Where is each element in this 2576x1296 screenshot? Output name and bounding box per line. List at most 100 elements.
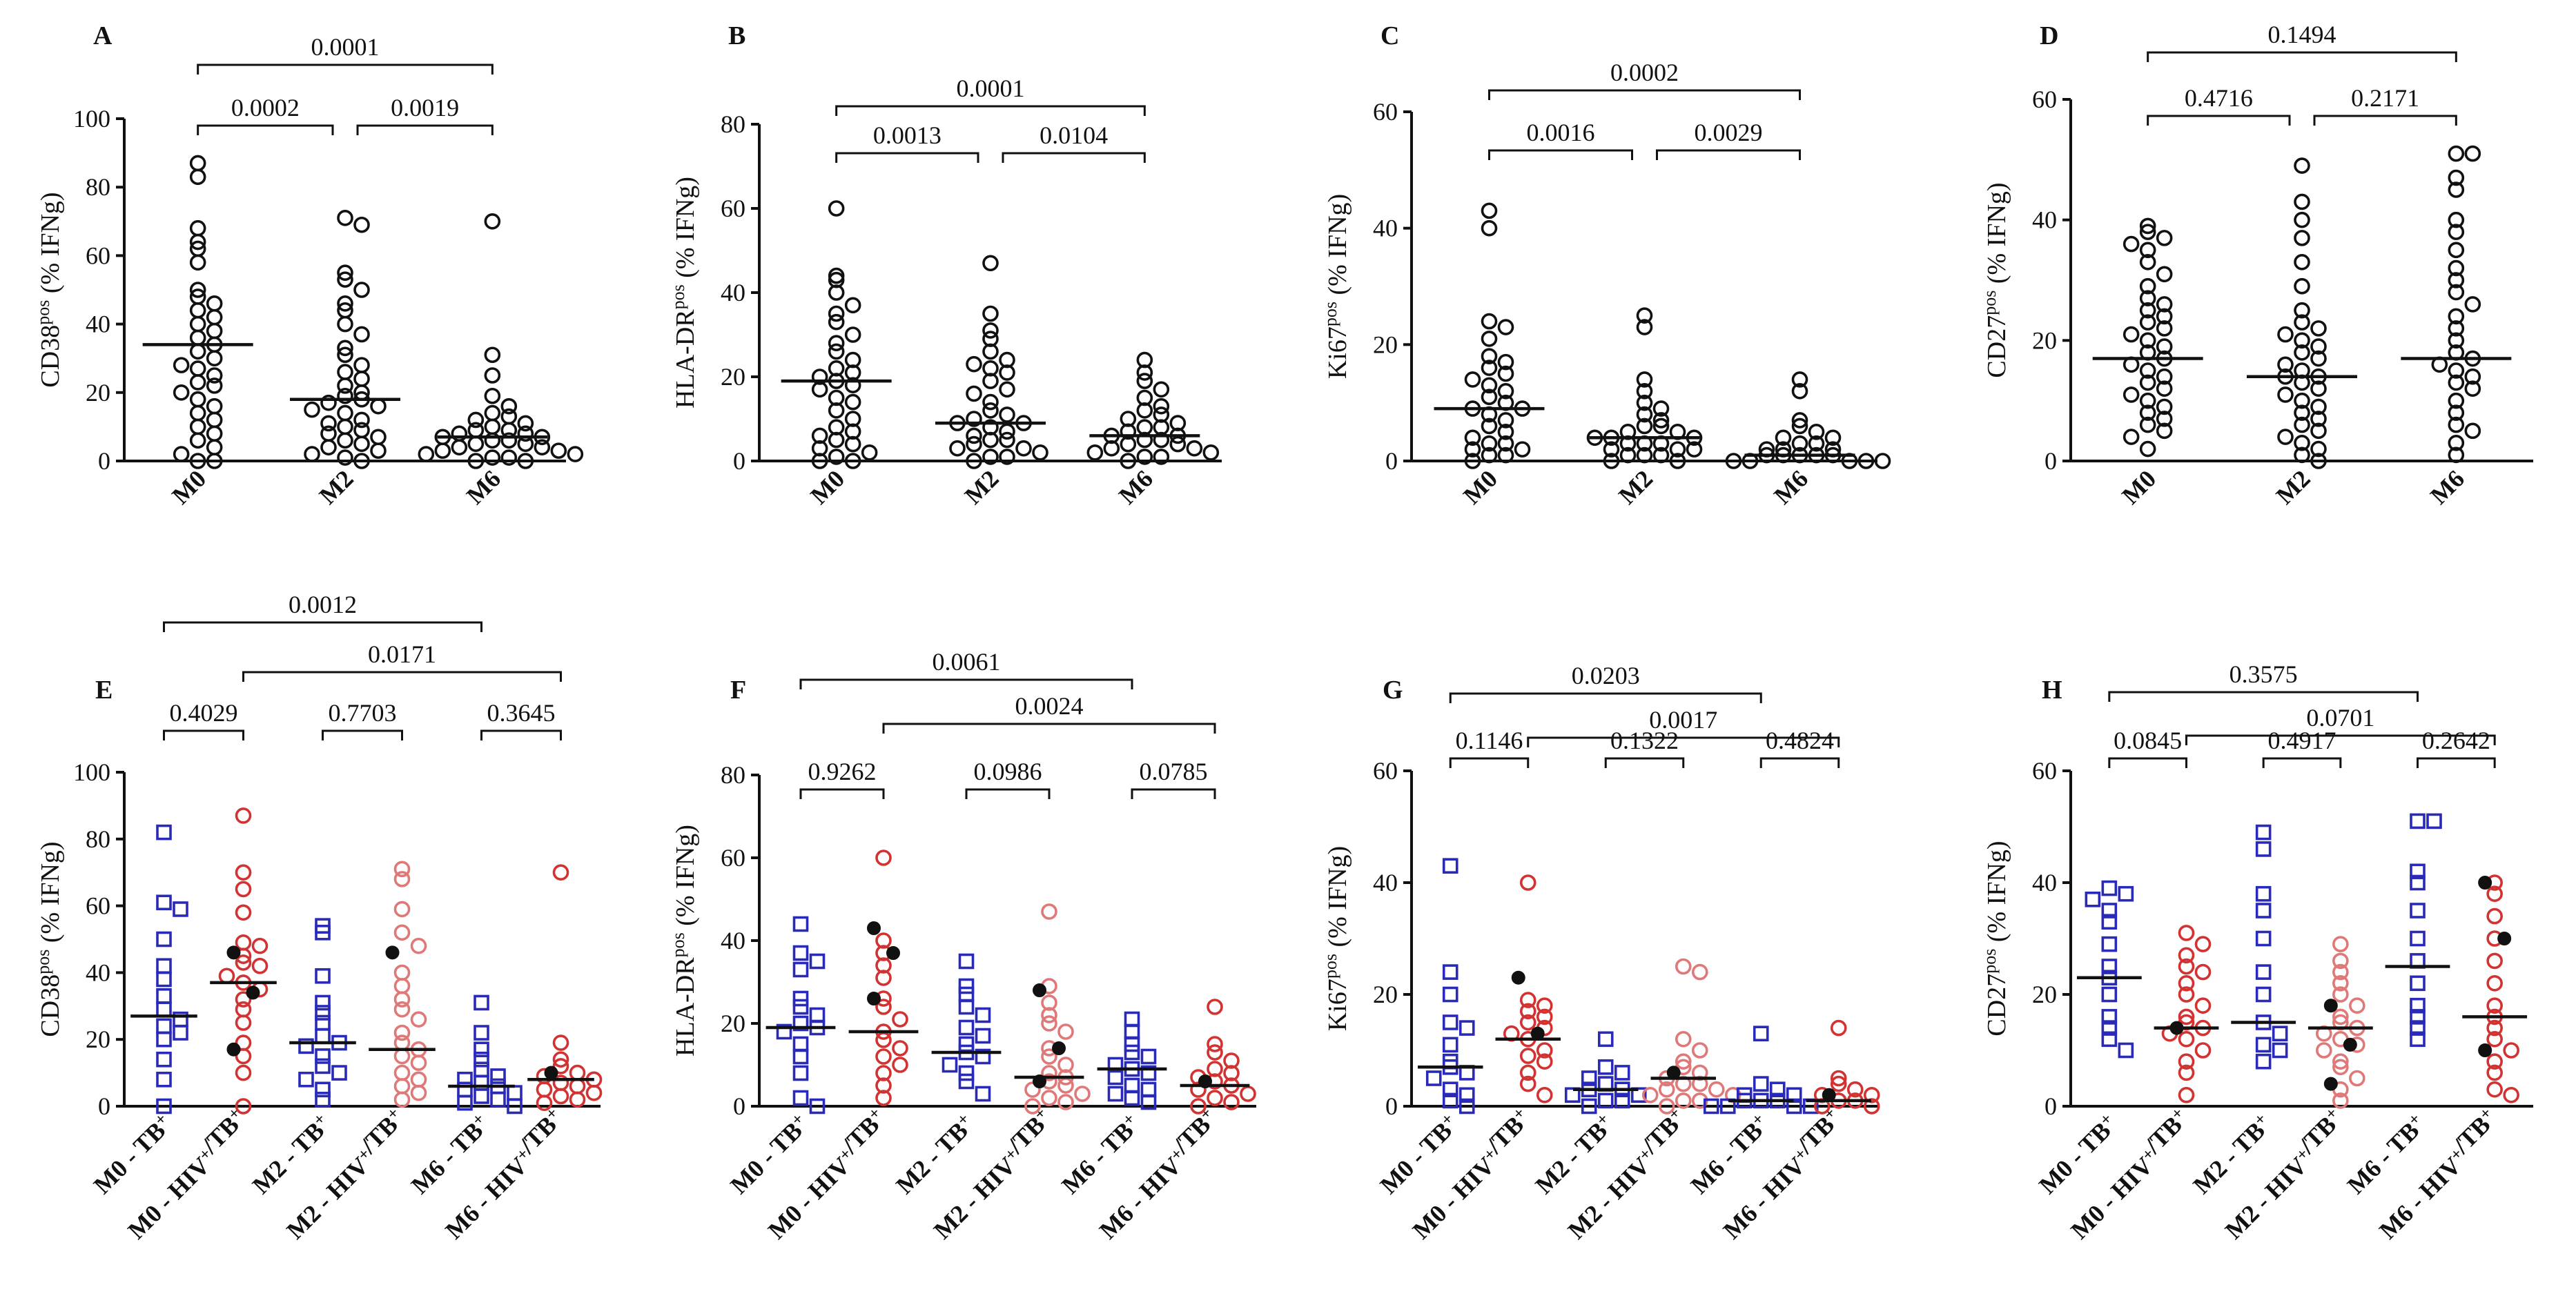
- data-point: [1464, 453, 1481, 469]
- data-point: [1207, 1090, 1223, 1106]
- data-point: [2255, 885, 2272, 902]
- series-M0 - TB+: [2076, 880, 2142, 1059]
- data-point: [1032, 444, 1048, 461]
- data-point: [552, 1034, 569, 1051]
- y-tick-label: 20: [2032, 981, 2057, 1008]
- data-point: [2310, 453, 2327, 469]
- data-point: [2255, 903, 2272, 919]
- data-point: [156, 958, 172, 974]
- data-point: [235, 1001, 252, 1018]
- bracket-line: [799, 788, 885, 799]
- data-point: [1675, 1092, 1692, 1109]
- data-point: [474, 1041, 489, 1058]
- x-tick-label: M6 - HIV+/TB+: [2368, 1104, 2508, 1244]
- y-tick-label: 40: [1373, 215, 1398, 242]
- data-point: [315, 1092, 331, 1108]
- comparison-bracket: 0.0016: [1488, 119, 1633, 160]
- data-point: [315, 968, 331, 984]
- data-point: [304, 446, 320, 462]
- data-point: [982, 373, 999, 389]
- data-point: [966, 427, 982, 444]
- data-point: [792, 999, 809, 1015]
- panel-letter: C: [1380, 21, 1399, 50]
- data-point: [975, 1028, 991, 1044]
- comparison-bracket: 0.3575: [2108, 660, 2419, 702]
- data-point: [467, 411, 485, 429]
- p-value-label: 0.0986: [974, 758, 1042, 785]
- series-M0: [142, 155, 253, 469]
- data-point: [393, 861, 411, 878]
- data-point: [393, 977, 411, 994]
- data-point: [552, 1088, 569, 1105]
- data-point: [1103, 440, 1120, 457]
- data-point: [1481, 418, 1498, 435]
- comparison-bracket: 0.0171: [242, 640, 562, 682]
- data-point: [1442, 858, 1458, 874]
- data-point: [1636, 371, 1653, 388]
- p-value-label: 0.0019: [391, 94, 459, 121]
- data-point: [982, 322, 999, 339]
- y-tick-label: 0: [733, 1092, 745, 1120]
- data-point: [2464, 296, 2481, 313]
- p-value-label: 0.0013: [873, 121, 941, 149]
- data-point: [235, 881, 252, 898]
- data-point: [156, 1031, 172, 1048]
- data-point: [337, 418, 353, 435]
- comparison-bracket: 0.0019: [356, 94, 494, 135]
- data-point: [298, 1038, 314, 1054]
- data-point: [1636, 406, 1653, 423]
- data-point: [418, 446, 435, 462]
- data-point-black: [2323, 999, 2338, 1013]
- x-tick-label: M6: [461, 464, 506, 509]
- data-point: [1675, 1031, 1692, 1048]
- p-value-label: 0.0104: [1040, 121, 1108, 149]
- data-point-black: [1511, 970, 1525, 985]
- p-value-label: 0.1494: [2268, 21, 2336, 48]
- y-tick-label: 0: [1385, 447, 1398, 475]
- x-tick-label: M0: [2116, 464, 2161, 509]
- data-point: [1442, 1092, 1458, 1109]
- data-point: [1830, 1070, 1847, 1087]
- data-point: [828, 305, 845, 322]
- data-point: [2410, 903, 2426, 919]
- data-point: [1497, 412, 1514, 429]
- data-point: [2486, 885, 2503, 902]
- data-point: [2486, 1064, 2503, 1081]
- data-point: [2310, 380, 2327, 397]
- series-M6 - TB+: [1097, 1011, 1167, 1110]
- data-point: [206, 411, 223, 429]
- data-point: [2294, 392, 2310, 409]
- data-point: [1481, 348, 1498, 365]
- data-point: [2486, 907, 2503, 925]
- data-point: [809, 953, 826, 970]
- data-point: [1223, 1065, 1240, 1081]
- data-point: [1564, 1087, 1581, 1103]
- y-tick-label: 0: [2045, 1092, 2057, 1120]
- data-point: [298, 1071, 314, 1088]
- data-point: [189, 404, 206, 422]
- series-M0 - TB+: [1418, 858, 1483, 1115]
- data-point: [2156, 308, 2173, 325]
- data-point: [975, 1048, 991, 1065]
- data-point: [1614, 1065, 1630, 1081]
- data-point: [2410, 975, 2426, 992]
- data-point: [1519, 874, 1536, 891]
- data-point: [1652, 446, 1670, 464]
- data-point: [189, 418, 206, 435]
- data-point: [393, 964, 411, 981]
- data-point: [1207, 1036, 1223, 1052]
- data-point: [2255, 841, 2272, 857]
- data-point: [1669, 453, 1686, 469]
- data-point: [189, 343, 206, 360]
- data-point: [1086, 444, 1104, 461]
- comparison-bracket: 0.0986: [965, 758, 1051, 799]
- data-point: [1481, 446, 1498, 464]
- bracket-line: [2108, 757, 2187, 768]
- x-tick-label: M2 - HIV+/TB+: [2214, 1104, 2354, 1244]
- data-point: [500, 432, 518, 449]
- data-point: [315, 1058, 331, 1074]
- data-point: [975, 1007, 991, 1023]
- data-point: [2448, 272, 2465, 288]
- data-point: [2448, 404, 2465, 421]
- data-point: [1207, 1061, 1223, 1077]
